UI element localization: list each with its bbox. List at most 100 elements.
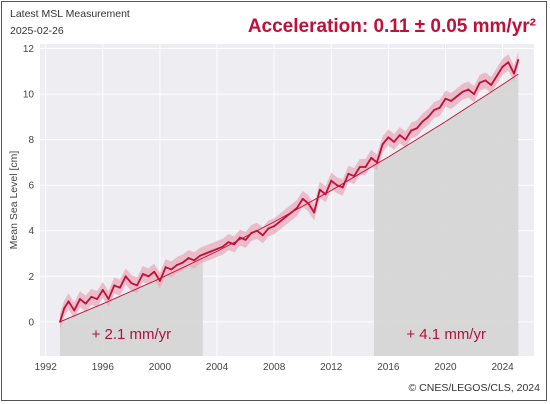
data-point: [330, 179, 333, 182]
data-point: [341, 186, 344, 189]
data-point: [67, 300, 70, 303]
data-point: [318, 188, 321, 191]
measured-series-line: [59, 59, 520, 323]
data-point: [84, 302, 87, 305]
data-point: [495, 74, 498, 77]
tick-label-layer: 1992 1996 2000 2004 2008 2012 2016 2020 2024 0 2 4 6…: [23, 44, 514, 373]
measurement-date: 2025-02-26: [10, 25, 64, 37]
data-point: [364, 166, 367, 168]
data-point: [90, 295, 93, 298]
data-point: [296, 207, 298, 209]
data-point: [261, 234, 264, 237]
data-point: [101, 289, 104, 291]
data-point: [278, 220, 281, 223]
data-point: [347, 172, 350, 175]
data-point: [393, 141, 395, 143]
data-point: [398, 134, 401, 136]
data-point: [370, 156, 373, 159]
data-point: [336, 184, 338, 187]
data-point: [221, 245, 224, 248]
data-point: [130, 282, 133, 285]
x-tick-label: 2016: [377, 362, 400, 373]
y-tick-label: 12: [23, 44, 35, 55]
data-point: [107, 298, 110, 300]
y-tick-label: 10: [23, 90, 35, 101]
data-point: [63, 307, 66, 310]
data-point: [517, 59, 520, 61]
x-tick-label: 2012: [320, 362, 343, 373]
x-tick-label: 1992: [35, 362, 58, 373]
data-point: [187, 257, 190, 259]
data-point: [119, 286, 121, 289]
data-point: [301, 197, 304, 200]
trend-period-shade: [59, 258, 203, 356]
data-point: [193, 259, 196, 262]
data-point: [216, 248, 218, 250]
data-point: [59, 320, 61, 323]
data-point: [387, 136, 390, 139]
data-point: [358, 166, 361, 168]
data-point: [513, 72, 515, 75]
y-tick-label: 0: [28, 317, 34, 328]
x-tick-label: 2020: [434, 362, 457, 373]
data-point: [176, 264, 178, 266]
uncertainty-band: [59, 51, 519, 330]
data-point: [456, 95, 458, 98]
data-point: [199, 254, 201, 257]
data-point: [501, 65, 504, 68]
y-axis-label: Mean Sea Level [cm]: [8, 151, 20, 250]
data-point: [404, 138, 407, 141]
data-point: [238, 236, 241, 239]
data-point: [73, 309, 76, 312]
data-point: [444, 97, 447, 100]
x-tick-label: 2000: [149, 362, 172, 373]
data-point: [290, 211, 293, 214]
data-point: [233, 243, 236, 246]
data-point: [159, 279, 161, 282]
trend-rate-label: + 2.1 mm/yr: [92, 326, 172, 343]
data-point: [136, 284, 138, 287]
trend-rate-label: + 4.1 mm/yr: [406, 326, 486, 343]
data-point: [313, 211, 316, 214]
data-point: [507, 61, 510, 64]
data-point: [147, 275, 150, 278]
data-point: [164, 266, 167, 269]
y-tick-label: 6: [28, 181, 34, 192]
data-point: [256, 229, 258, 232]
y-tick-label: 2: [28, 272, 34, 283]
data-point: [124, 275, 127, 278]
data-point: [410, 129, 413, 132]
data-point: [376, 161, 378, 164]
data-point: [473, 93, 475, 96]
x-tick-label: 2024: [491, 362, 514, 373]
rate-label-layer: + 2.1 mm/yr + 4.1 mm/yr: [92, 326, 486, 343]
data-point: [461, 90, 464, 93]
data-point: [267, 227, 270, 230]
data-point: [96, 298, 99, 300]
data-point: [421, 120, 424, 123]
x-tick-label: 2008: [263, 362, 286, 373]
x-tick-label: 1996: [92, 362, 115, 373]
data-point: [324, 193, 327, 196]
data-point: [244, 238, 247, 241]
data-point: [284, 216, 287, 218]
trend-period-shade: [374, 74, 519, 357]
measurement-title: Latest MSL Measurement: [10, 8, 130, 20]
data-point: [381, 143, 384, 146]
data-point: [490, 84, 493, 86]
data-point: [484, 79, 487, 82]
fit-curve: [59, 73, 519, 323]
y-tick-label: 8: [28, 135, 34, 146]
measurement-points-layer: [59, 59, 520, 323]
data-point: [170, 268, 173, 271]
y-tick-label: 4: [28, 226, 34, 237]
uncertainty-band-layer: [59, 51, 519, 330]
data-point: [353, 175, 356, 177]
data-point: [250, 232, 253, 234]
data-point: [416, 127, 418, 130]
data-point: [438, 106, 441, 109]
acceleration-label: Acceleration: 0.11 ± 0.05 mm/yr²: [247, 16, 536, 37]
data-point: [79, 298, 81, 300]
data-point: [478, 81, 481, 84]
